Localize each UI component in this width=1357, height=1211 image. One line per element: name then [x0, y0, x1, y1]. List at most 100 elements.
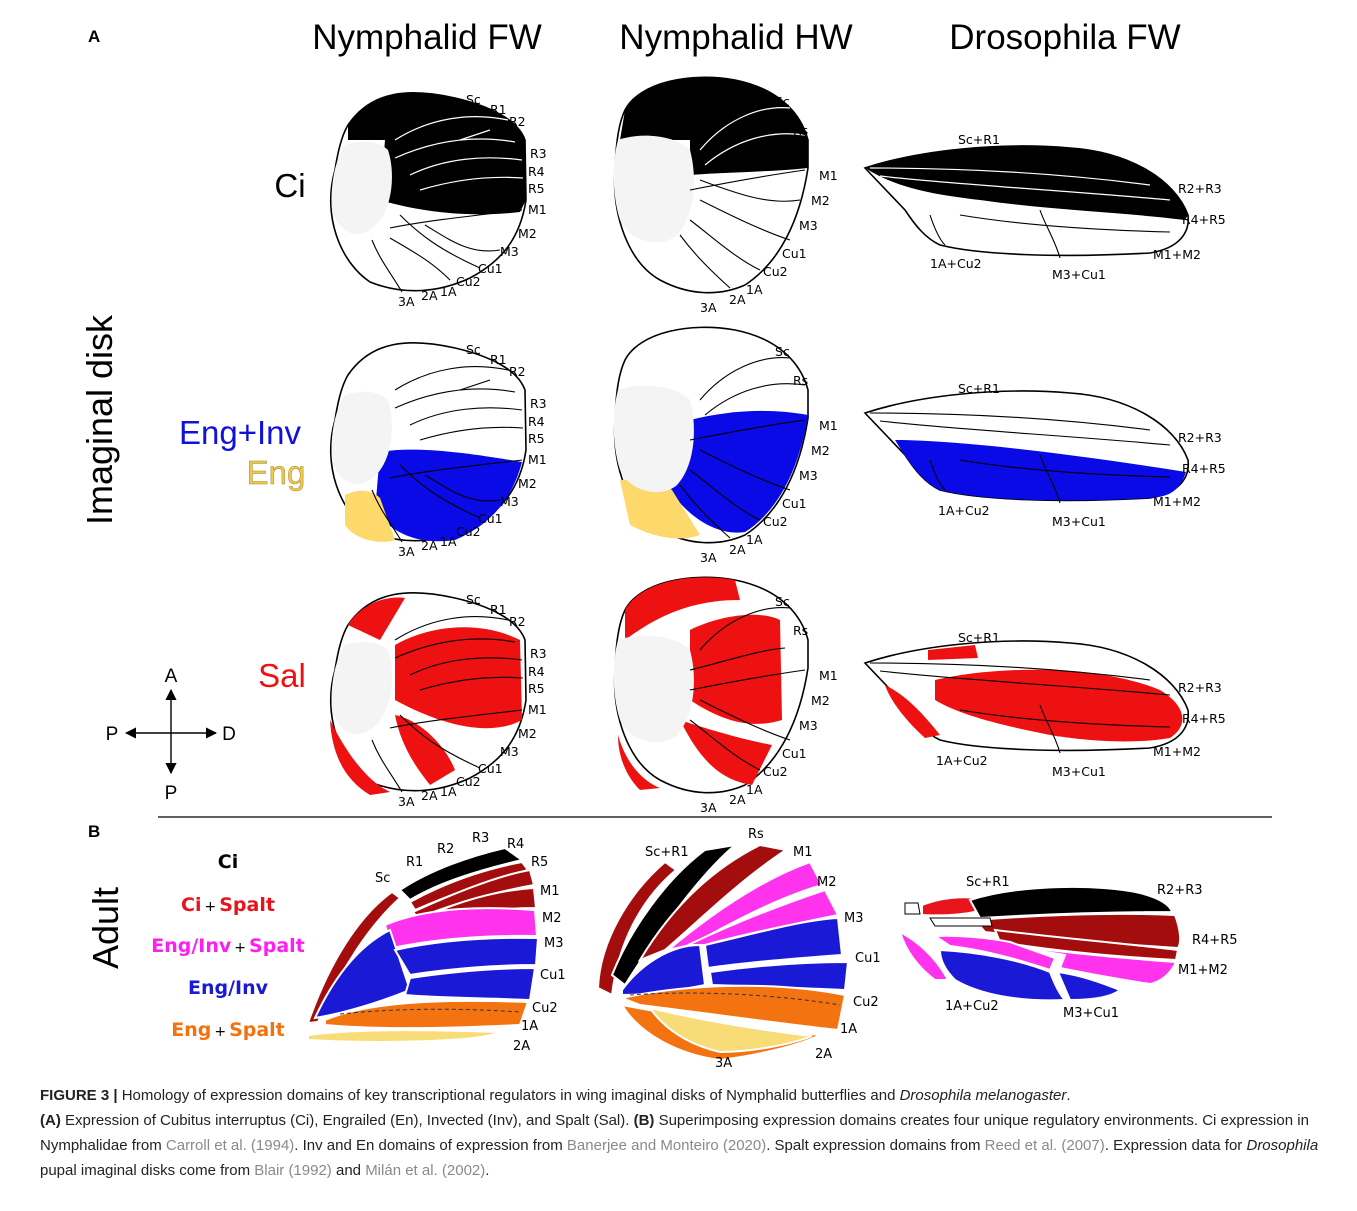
disk-dros-eng-vein-labels: Sc+R1 R2+R3 R4+R5 M1+M2 M3+Cu1 1A+Cu2 [938, 381, 1226, 529]
legend-item-eng-inv: Eng/Inv [188, 977, 269, 999]
svg-text:Cu2: Cu2 [532, 1001, 558, 1016]
disk-dros-eng [863, 390, 1190, 504]
caption-drosophila: Drosophila [1246, 1137, 1319, 1154]
svg-text:Rs: Rs [793, 623, 808, 638]
compass-proximal-label: P [106, 724, 119, 745]
side-label-imaginal-disk: Imaginal disk [79, 314, 120, 525]
disk-hw-sal-vein-labels: Sc Rs M1 M2 M3 Cu1 Cu2 1A 2A 3A [700, 594, 838, 815]
svg-text:M3: M3 [799, 468, 818, 483]
svg-text:Sc: Sc [375, 871, 390, 886]
svg-text:1A+Cu2: 1A+Cu2 [945, 999, 999, 1014]
svg-text:R1: R1 [490, 352, 507, 367]
svg-text:2A: 2A [729, 542, 746, 557]
compass-anterior-label: A [165, 666, 178, 687]
svg-text:R4: R4 [528, 164, 545, 179]
row-label-ci: Ci [274, 167, 305, 204]
disk-hw-eng-vein-labels: Sc Rs M1 M2 M3 Cu1 Cu2 1A 2A 3A [700, 344, 838, 565]
svg-text:R2+R3: R2+R3 [1178, 680, 1222, 695]
disk-fw-ci-vein-labels: Sc R1 R2 R3 R4 R5 M1 M2 M3 Cu1 Cu2 1A 2A… [398, 92, 547, 309]
svg-text:Cu1: Cu1 [855, 951, 881, 966]
disk-hw-ci [613, 76, 809, 294]
svg-text:Sc: Sc [775, 94, 790, 109]
caption-ref-milan[interactable]: Milán et al. (2002) [365, 1162, 486, 1179]
svg-text:2A: 2A [729, 792, 746, 807]
svg-text:3A: 3A [398, 794, 415, 809]
svg-text:R5: R5 [528, 431, 545, 446]
svg-text:M1: M1 [528, 702, 547, 717]
row-label-sal: Sal [258, 657, 306, 694]
svg-text:R4+R5: R4+R5 [1192, 933, 1238, 948]
caption-ref-banerjee[interactable]: Banerjee and Monteiro (2020) [566, 1137, 767, 1154]
caption-ref-reed[interactable]: Reed et al. (2007) [984, 1137, 1105, 1154]
disk-hw-ci-vein-labels: Sc Rs M1 M2 M3 Cu1 Cu2 1A 2A 3A [700, 94, 838, 315]
svg-text:3A: 3A [700, 550, 717, 565]
disk-fw-ci [329, 91, 527, 293]
svg-text:Sc: Sc [775, 594, 790, 609]
disk-hw-eng [613, 326, 809, 544]
svg-text:R5: R5 [528, 181, 545, 196]
svg-text:M2: M2 [811, 443, 830, 458]
caption-ref-blair[interactable]: Blair (1992) [254, 1162, 332, 1179]
svg-text:Sc+R1: Sc+R1 [958, 132, 1000, 147]
svg-text:R2: R2 [437, 842, 454, 857]
legend-item-ci-spalt: Ci + Spalt [181, 894, 275, 916]
svg-text:Rs: Rs [793, 123, 808, 138]
caption-text-7: . [485, 1162, 490, 1179]
svg-text:1A: 1A [746, 282, 763, 297]
svg-text:Cu1: Cu1 [782, 496, 807, 511]
caption-panel-a: (A) [40, 1112, 61, 1129]
svg-text:Sc: Sc [466, 92, 481, 107]
svg-text:M3: M3 [799, 718, 818, 733]
disk-dros-sal-vein-labels: Sc+R1 R2+R3 R4+R5 M1+M2 M3+Cu1 1A+Cu2 [936, 630, 1226, 779]
legend: Ci Ci + Spalt Eng/Inv + Spalt Eng/Inv Eng + Sp… [151, 851, 304, 1041]
svg-text:Sc: Sc [775, 344, 790, 359]
svg-text:1A: 1A [440, 784, 457, 799]
svg-text:Cu2: Cu2 [763, 764, 788, 779]
svg-text:M1: M1 [528, 202, 547, 217]
svg-text:Cu2: Cu2 [763, 514, 788, 529]
svg-text:R2+R3: R2+R3 [1178, 181, 1222, 196]
column-title-drosophila-fw: Drosophila FW [949, 18, 1180, 57]
figure-caption: FIGURE 3 | Homology of expression domain… [40, 1083, 1330, 1183]
svg-text:M1: M1 [528, 452, 547, 467]
svg-text:M1+M2: M1+M2 [1153, 247, 1201, 262]
caption-text-4: . Expression data for [1104, 1137, 1247, 1154]
adult-hw [596, 843, 850, 1062]
disk-dros-ci [863, 145, 1190, 259]
svg-text:Cu2: Cu2 [456, 274, 481, 289]
caption-ref-carroll[interactable]: Carroll et al. (1994) [165, 1137, 295, 1154]
svg-text:2A: 2A [729, 292, 746, 307]
svg-text:M3+Cu1: M3+Cu1 [1063, 1006, 1119, 1021]
svg-text:Sc+R1: Sc+R1 [958, 381, 1000, 396]
svg-text:3A: 3A [715, 1056, 732, 1071]
svg-text:M1+M2: M1+M2 [1153, 744, 1201, 759]
svg-text:M2: M2 [817, 875, 837, 890]
svg-text:Cu1: Cu1 [782, 746, 807, 761]
svg-text:Sc+R1: Sc+R1 [966, 875, 1010, 890]
svg-text:M1: M1 [819, 418, 838, 433]
svg-text:R2+R3: R2+R3 [1178, 430, 1222, 445]
caption-sentence-1: Homology of expression domains of key tr… [117, 1087, 900, 1104]
svg-text:1A+Cu2: 1A+Cu2 [938, 503, 990, 518]
svg-text:Cu2: Cu2 [853, 995, 879, 1010]
svg-text:1A: 1A [840, 1022, 857, 1037]
svg-text:M3+Cu1: M3+Cu1 [1052, 267, 1106, 282]
svg-text:Rs: Rs [793, 373, 808, 388]
svg-text:R2+R3: R2+R3 [1157, 883, 1203, 898]
side-label-adult: Adult [85, 887, 126, 969]
svg-text:M1+M2: M1+M2 [1153, 494, 1201, 509]
svg-text:M2: M2 [542, 911, 562, 926]
svg-text:M3: M3 [500, 494, 519, 509]
column-title-nymphalid-hw: Nymphalid HW [619, 18, 852, 57]
svg-text:R2: R2 [509, 614, 526, 629]
svg-text:M2: M2 [518, 726, 537, 741]
adult-dros-vein-labels: Sc+R1 R2+R3 R4+R5 M1+M2 1A+Cu2 M3+Cu1 [945, 875, 1238, 1021]
svg-text:2A: 2A [513, 1039, 530, 1054]
svg-text:1A+Cu2: 1A+Cu2 [936, 753, 988, 768]
svg-text:R5: R5 [528, 681, 545, 696]
svg-text:1A: 1A [746, 532, 763, 547]
svg-text:1A: 1A [440, 534, 457, 549]
svg-text:Rs: Rs [748, 827, 764, 842]
svg-text:Cu1: Cu1 [478, 511, 503, 526]
svg-text:Cu2: Cu2 [456, 774, 481, 789]
